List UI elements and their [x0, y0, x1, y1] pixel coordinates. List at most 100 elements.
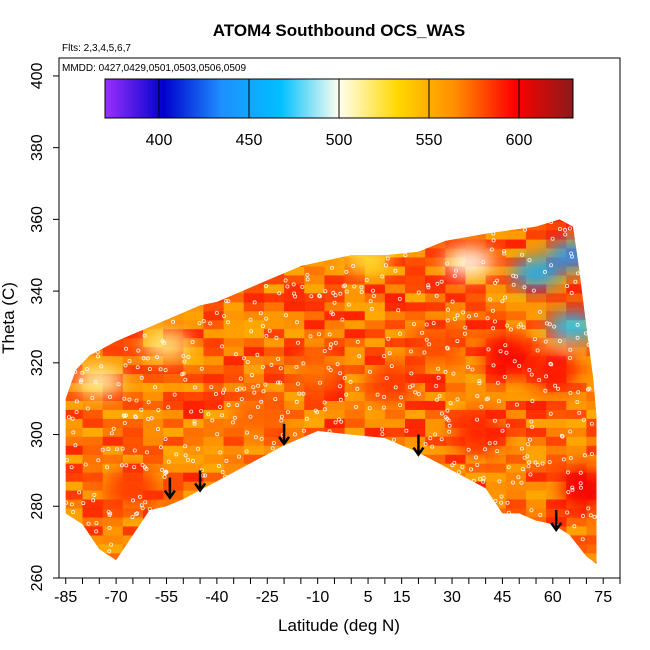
- field-cell: [344, 517, 366, 527]
- field-cell: [263, 230, 285, 240]
- y-tick-label: 300: [29, 421, 46, 448]
- observation-point: [271, 440, 276, 445]
- field-cell: [243, 543, 265, 554]
- field-cell: [344, 400, 366, 410]
- field-cell: [284, 283, 305, 294]
- field-cell: [82, 292, 104, 303]
- field-cell: [405, 543, 426, 554]
- field-cell: [183, 436, 204, 446]
- field-cell: [102, 301, 124, 312]
- field-cell: [82, 219, 104, 222]
- field-cell: [525, 463, 547, 473]
- field-cell: [425, 373, 446, 384]
- observation-point: [192, 419, 197, 424]
- field-cell: [465, 355, 487, 366]
- observation-point: [147, 366, 152, 371]
- field-cell: [82, 310, 104, 321]
- field-cell: [82, 239, 104, 249]
- field-cell: [142, 283, 164, 294]
- observation-point: [100, 447, 105, 452]
- field-cell: [586, 274, 597, 285]
- observation-point: [495, 278, 500, 283]
- field-cell: [183, 445, 204, 455]
- field-cell: [364, 543, 386, 554]
- field-cell: [445, 561, 466, 564]
- field-cell: [163, 436, 184, 446]
- colorbar: 400 450 500 550 600: [104, 78, 574, 149]
- field-cell: [405, 436, 426, 446]
- field-cell: [324, 534, 346, 545]
- observation-point: [479, 404, 484, 409]
- field-cell: [223, 463, 245, 473]
- field-cell: [304, 418, 325, 428]
- observation-point: [335, 362, 340, 367]
- observation-point: [107, 525, 112, 530]
- observation-point: [94, 521, 99, 526]
- field-cell: [364, 552, 386, 563]
- observation-point: [327, 429, 332, 434]
- field-cell: [304, 472, 325, 482]
- field-cell: [122, 257, 144, 267]
- observation-point: [475, 394, 480, 399]
- observation-point: [407, 384, 412, 389]
- field-cell: [485, 526, 507, 536]
- field-cell: [183, 266, 204, 276]
- field-cell: [344, 543, 366, 554]
- field-cell: [243, 373, 265, 384]
- field-cell: [586, 373, 597, 384]
- field-highlight: [231, 394, 284, 439]
- field-cell: [223, 310, 245, 321]
- observation-point: [570, 487, 575, 492]
- field-cell: [384, 472, 406, 482]
- observation-point: [495, 449, 500, 454]
- observation-point: [326, 365, 331, 370]
- field-cell: [82, 337, 104, 348]
- field-cell: [142, 427, 164, 437]
- field-cell: [203, 463, 225, 473]
- field-cell: [324, 409, 346, 419]
- field-cell: [183, 543, 204, 554]
- observation-point: [493, 440, 498, 445]
- observation-point: [369, 306, 374, 311]
- observation-point: [514, 274, 519, 279]
- field-cell: [263, 257, 285, 267]
- observation-point: [359, 289, 364, 294]
- field-cell: [163, 427, 184, 437]
- field-cell: [586, 382, 597, 393]
- field-cell: [243, 301, 265, 312]
- field-cell: [586, 221, 597, 231]
- field-cell: [65, 481, 84, 491]
- field-cell: [163, 230, 184, 240]
- field-cell: [324, 427, 346, 437]
- field-cell: [586, 266, 597, 276]
- observation-point: [375, 392, 380, 397]
- observation-point: [316, 332, 321, 337]
- field-cell: [364, 355, 386, 366]
- field-cell: [485, 481, 507, 491]
- field-cell: [485, 508, 507, 518]
- field-cell: [445, 373, 466, 384]
- observation-point: [279, 418, 284, 423]
- field-cell: [344, 364, 366, 375]
- field-cell: [163, 310, 184, 321]
- observation-point: [313, 408, 318, 413]
- observation-point: [297, 391, 302, 396]
- observation-point: [210, 418, 215, 423]
- field-cell: [344, 230, 366, 240]
- field-cell: [324, 418, 346, 428]
- observation-point: [370, 288, 375, 293]
- field-cell: [203, 257, 225, 267]
- field-cell: [102, 517, 124, 527]
- observation-point: [107, 549, 112, 554]
- observation-point: [304, 416, 309, 421]
- field-cell: [485, 266, 507, 276]
- observation-point: [277, 291, 282, 296]
- colorbar-tick-label: 450: [236, 132, 263, 149]
- field-cell: [364, 337, 386, 348]
- field-cell: [425, 364, 446, 375]
- field-cell: [263, 319, 285, 330]
- field-low-region: [444, 248, 493, 277]
- x-tick-label: -10: [306, 589, 329, 606]
- field-cell: [324, 490, 346, 500]
- field-cell: [344, 561, 366, 564]
